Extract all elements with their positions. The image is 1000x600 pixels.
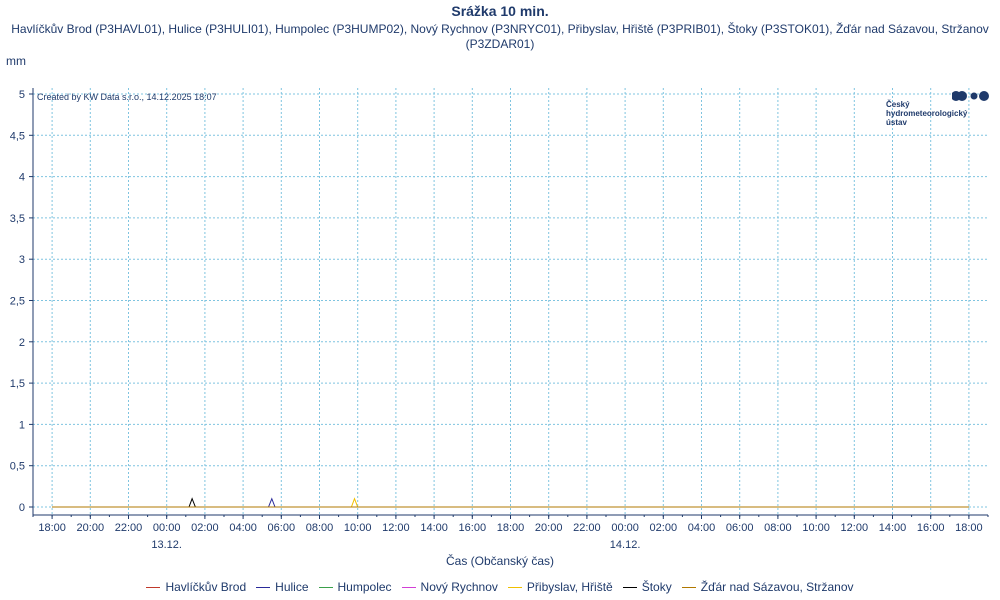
y-tick-label: 3,5 [10, 213, 25, 225]
chart-legend: Havlíčkův Brod Hulice Humpolec Nový Rychnov… [0, 580, 1000, 594]
x-tick-label: 08:00 [764, 522, 792, 534]
legend-swatch [318, 586, 333, 588]
legend-label: Nový Rychnov [420, 580, 498, 594]
logo-line: ústav [886, 118, 907, 127]
legend-item[interactable]: Nový Rychnov [401, 580, 498, 594]
x-tick-label: 14:00 [879, 522, 907, 534]
legend-item[interactable]: Štoky [622, 580, 672, 594]
logo-line: hydrometeorologický [886, 109, 968, 118]
logo-text: Český hydrometeorologický ústav [886, 100, 967, 127]
legend-label: Přibyslav, Hřiště [526, 580, 613, 594]
legend-swatch [681, 586, 696, 588]
x-tick-label: 18:00 [38, 522, 66, 534]
credit-text: Created by KW Data s.r.o., 14.12.2025 18… [37, 92, 217, 102]
x-tick-label: 04:00 [688, 522, 716, 534]
legend-item[interactable]: Přibyslav, Hřiště [507, 580, 613, 594]
y-tick-label: 5 [19, 89, 25, 101]
x-axis-label: Čas (Občanský čas) [445, 554, 555, 568]
x-tick-label: 18:00 [497, 522, 525, 534]
y-tick-label: 0,5 [10, 461, 25, 473]
legend-item[interactable]: Žďár nad Sázavou, Stržanov [681, 580, 854, 594]
x-tick-label: 04:00 [229, 522, 257, 534]
y-tick-label: 1,5 [10, 378, 25, 390]
y-axis-unit: mm [6, 54, 26, 68]
legend-label: Havlíčkův Brod [165, 580, 247, 594]
logo-dots-icon [952, 91, 989, 101]
x-tick-label: 14:00 [420, 522, 448, 534]
x-tick-label: 18:00 [955, 522, 983, 534]
x-tick-label: 16:00 [459, 522, 487, 534]
legend-swatch [622, 586, 637, 588]
chart-subtitle: Havlíčkův Brod (P3HAVL01), Hulice (P3HUL… [11, 22, 989, 51]
y-tick-label: 2 [19, 337, 25, 349]
legend-label: Žďár nad Sázavou, Stržanov [700, 580, 854, 594]
legend-swatch [507, 586, 522, 588]
y-tick-label: 3 [19, 254, 25, 266]
x-tick-label: 02:00 [191, 522, 219, 534]
x-tick-label: 12:00 [382, 522, 410, 534]
legend-label: Štoky [641, 580, 672, 594]
y-tick-label: 2,5 [10, 296, 25, 308]
x-tick-label: 00:00 [153, 522, 181, 534]
x-tick-label: 02:00 [650, 522, 678, 534]
x-tick-label: 22:00 [115, 522, 143, 534]
x-tick-label: 08:00 [306, 522, 334, 534]
y-tick-label: 0 [19, 502, 25, 514]
legend-label: Humpolec [337, 580, 392, 594]
legend-item[interactable]: Havlíčkův Brod [146, 580, 246, 594]
x-tick-label: 20:00 [77, 522, 105, 534]
x-tick-label: 20:00 [535, 522, 563, 534]
x-tick-label: 06:00 [268, 522, 296, 534]
y-tick-label: 1 [19, 419, 25, 431]
legend-swatch [401, 586, 416, 588]
x-tick-label: 12:00 [841, 522, 869, 534]
chart-title: Srážka 10 min. [451, 3, 549, 19]
x-date-label: 13.12. [151, 539, 182, 551]
logo-line: Český [886, 100, 910, 109]
legend-item[interactable]: Hulice [256, 580, 309, 594]
legend-swatch [256, 586, 271, 588]
x-tick-label: 22:00 [573, 522, 601, 534]
y-tick-label: 4 [19, 172, 25, 184]
x-tick-label: 06:00 [726, 522, 754, 534]
x-tick-label: 10:00 [802, 522, 830, 534]
x-tick-label: 10:00 [344, 522, 372, 534]
x-tick-label: 16:00 [917, 522, 945, 534]
y-tick-label: 4,5 [10, 130, 25, 142]
legend-swatch [146, 586, 161, 588]
x-date-label: 14.12. [610, 539, 641, 551]
x-tick-label: 00:00 [611, 522, 639, 534]
legend-label: Hulice [275, 580, 309, 594]
legend-item[interactable]: Humpolec [318, 580, 392, 594]
